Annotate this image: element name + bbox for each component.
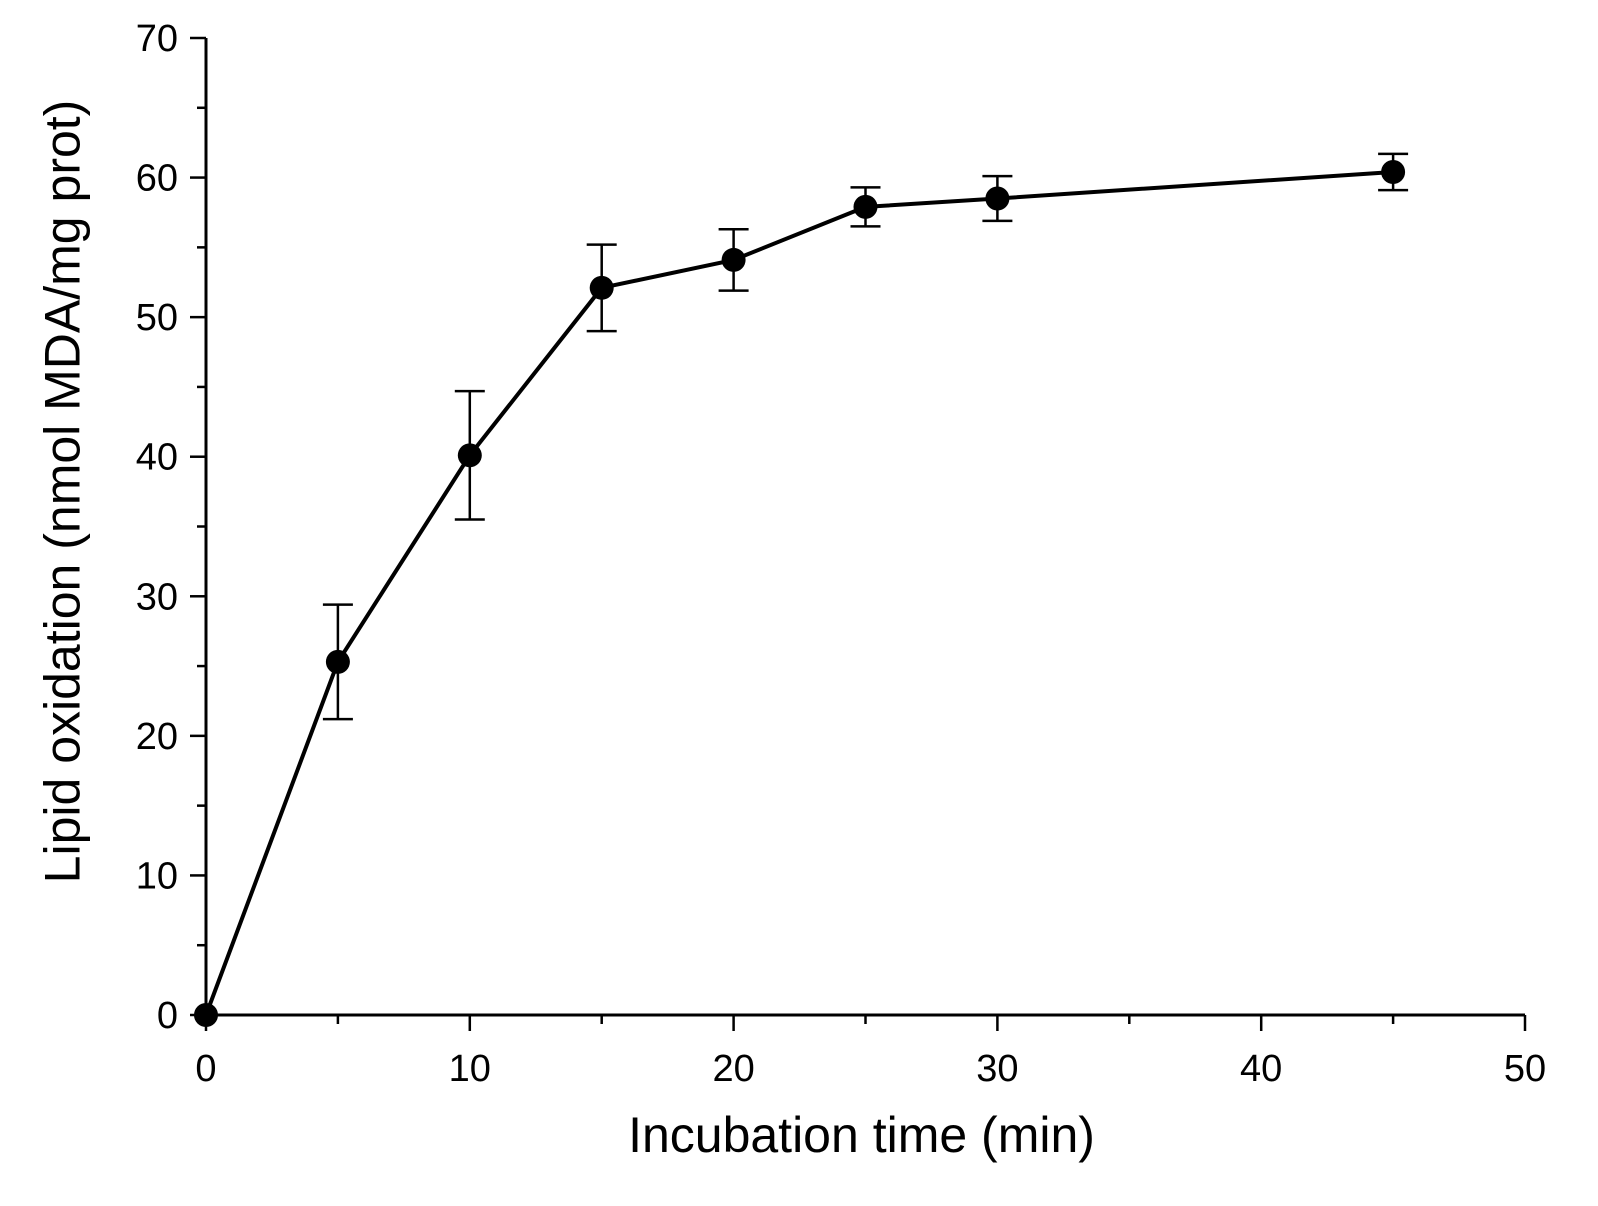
data-point (985, 186, 1010, 211)
y-tick-label: 30 (136, 576, 178, 618)
data-point (853, 194, 878, 219)
y-tick-label: 70 (136, 18, 178, 60)
chart-axes: 0 10 20 30 40 50 0 10 20 30 40 50 60 70 (136, 18, 1546, 1090)
x-tick-label: 50 (1504, 1048, 1546, 1090)
x-tick-label: 30 (976, 1048, 1018, 1090)
data-point (457, 443, 482, 468)
y-tick-label: 20 (136, 716, 178, 758)
x-tick-label: 40 (1240, 1048, 1282, 1090)
data-point (721, 247, 746, 272)
x-axis-title: Incubation time (min) (628, 1107, 1095, 1163)
y-axis-title: Lipid oxidation (nmol MDA/mg prot) (35, 100, 91, 884)
data-point (1381, 159, 1406, 184)
y-tick-label: 0 (157, 995, 178, 1037)
y-tick-label: 60 (136, 158, 178, 200)
data-point (589, 275, 614, 300)
data-point (325, 649, 350, 674)
y-tick-label: 40 (136, 437, 178, 479)
x-tick-label: 10 (449, 1048, 491, 1090)
data-point (194, 1003, 218, 1027)
series-line (204, 169, 1394, 1016)
y-tick-label: 10 (136, 855, 178, 897)
x-tick-label: 0 (195, 1048, 216, 1090)
y-tick-label: 50 (136, 297, 178, 339)
x-tick-label: 20 (712, 1048, 754, 1090)
plot-area (194, 152, 1409, 1027)
axis-frame (204, 38, 1525, 1017)
